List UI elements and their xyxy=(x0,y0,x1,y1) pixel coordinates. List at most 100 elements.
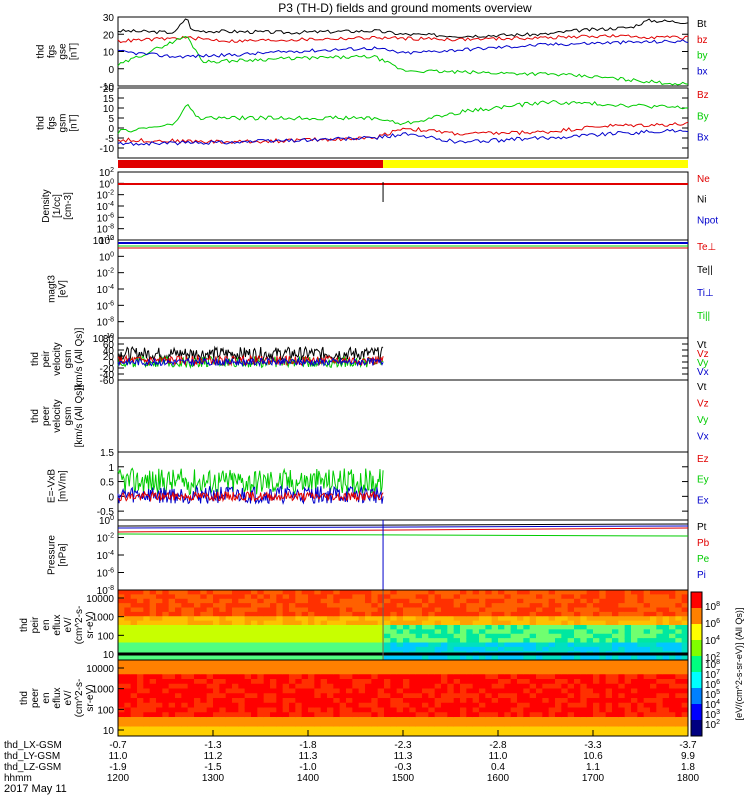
spec-cell xyxy=(289,616,296,622)
spec-cell xyxy=(403,731,410,737)
spec-cell xyxy=(244,698,252,704)
spec-cell xyxy=(460,594,467,600)
spec-cell xyxy=(200,633,208,639)
spec-cell xyxy=(143,674,151,680)
spec-cell xyxy=(643,664,651,670)
spec-cell xyxy=(352,679,360,685)
spec-cell xyxy=(225,642,233,648)
spec-cell xyxy=(175,674,182,680)
spec-cell xyxy=(580,590,588,595)
spec-cell xyxy=(251,607,258,613)
spec-cell xyxy=(244,655,252,661)
spec-cell xyxy=(352,702,360,708)
spec-cell xyxy=(118,674,125,680)
spec-cell xyxy=(346,683,353,689)
spec-cell xyxy=(434,655,442,661)
spec-cell xyxy=(251,629,258,635)
spec-cell xyxy=(466,669,474,675)
spec-cell xyxy=(542,590,550,595)
spec-cell xyxy=(257,679,265,685)
spec-cell xyxy=(333,693,341,699)
spec-cell xyxy=(358,731,366,737)
spec-cell xyxy=(396,664,404,670)
spec-cell xyxy=(396,702,404,708)
axis-value: -1.0 xyxy=(299,762,317,773)
spec-cell xyxy=(441,625,448,630)
spec-cell xyxy=(643,674,651,680)
spec-cell xyxy=(327,633,334,639)
spec-cell xyxy=(662,594,670,600)
spec-cell xyxy=(631,594,638,600)
axis-value: -1.9 xyxy=(109,762,127,773)
spec-cell xyxy=(453,698,461,704)
spec-cell xyxy=(156,674,163,680)
spec-cell xyxy=(187,712,195,718)
spec-cell xyxy=(118,683,125,689)
spec-cell xyxy=(586,721,594,727)
spec-cell xyxy=(289,642,296,648)
spec-cell xyxy=(561,629,569,635)
spec-cell xyxy=(510,674,518,680)
colorbar-cell xyxy=(691,640,702,657)
spec-cell xyxy=(466,717,474,723)
spec-cell xyxy=(320,674,328,680)
spec-cell xyxy=(605,611,613,617)
spec-cell xyxy=(441,594,448,600)
spec-cell xyxy=(187,620,195,626)
spec-cell xyxy=(390,721,398,727)
spec-cell xyxy=(276,707,284,713)
spec-cell xyxy=(396,660,404,666)
spec-cell xyxy=(251,731,258,737)
spec-cell xyxy=(605,707,613,713)
spec-cell xyxy=(130,594,138,600)
ylabel-line: velocity xyxy=(52,399,63,432)
spec-cell xyxy=(669,702,676,708)
spec-cell xyxy=(612,674,619,680)
spec-cell xyxy=(472,698,480,704)
spec-cell xyxy=(143,664,151,670)
spec-cell xyxy=(580,625,588,630)
spec-cell xyxy=(662,698,670,704)
spec-cell xyxy=(156,590,163,595)
spec-cell xyxy=(289,625,296,630)
spec-cell xyxy=(289,633,296,639)
axis-value: 9.9 xyxy=(681,751,695,762)
spec-cell xyxy=(580,611,588,617)
spec-cell xyxy=(599,717,607,723)
spec-cell xyxy=(181,712,189,718)
spec-cell xyxy=(529,683,537,689)
spec-cell xyxy=(422,664,429,670)
spec-cell xyxy=(124,726,132,732)
spec-cell xyxy=(295,731,303,737)
spec-cell xyxy=(561,669,569,675)
spec-cell xyxy=(314,669,322,675)
spec-cell xyxy=(555,674,562,680)
spec-cell xyxy=(314,646,322,652)
spec-cell xyxy=(346,590,353,595)
spec-cell xyxy=(536,633,543,639)
spec-cell xyxy=(561,721,569,727)
spec-cell xyxy=(219,674,227,680)
spec-cell xyxy=(536,616,543,622)
spec-cell xyxy=(365,707,372,713)
spec-cell xyxy=(529,712,537,718)
spec-cell xyxy=(428,616,436,622)
spec-cell xyxy=(206,712,214,718)
spec-cell xyxy=(251,721,258,727)
legend-pi: Pi xyxy=(697,570,706,581)
spec-cell xyxy=(536,726,543,732)
spec-cell xyxy=(175,620,182,626)
spec-cell xyxy=(643,625,651,630)
spec-cell xyxy=(358,664,366,670)
spec-cell xyxy=(574,674,581,680)
spec-cell xyxy=(447,707,455,713)
spec-cell xyxy=(491,688,499,694)
spec-cell xyxy=(580,674,588,680)
spec-cell xyxy=(168,688,176,694)
spec-cell xyxy=(276,664,284,670)
spec-cell xyxy=(574,702,581,708)
spec-cell xyxy=(200,664,208,670)
spec-cell xyxy=(662,721,670,727)
spec-cell xyxy=(529,611,537,617)
colorbar-cell xyxy=(691,608,702,625)
